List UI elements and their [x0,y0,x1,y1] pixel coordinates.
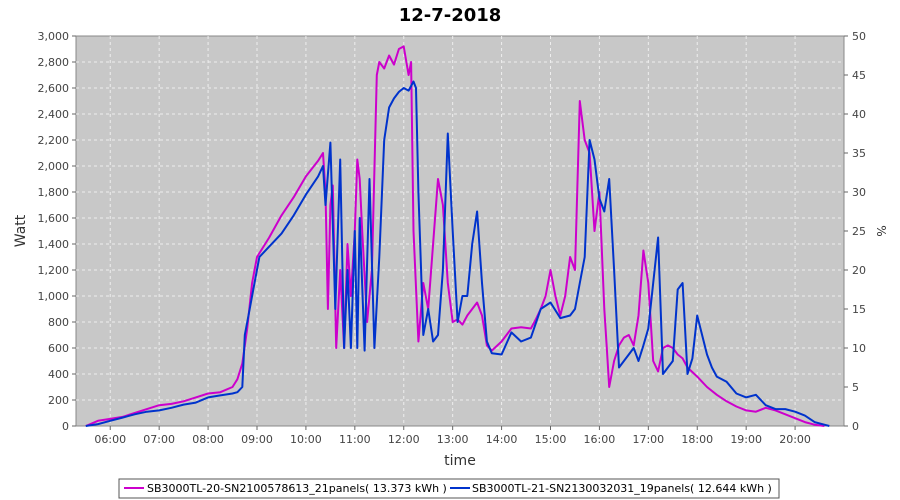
x-tick-label: 13:00 [437,433,469,446]
y-tick-label: 1,400 [38,238,70,251]
x-tick-label: 06:00 [94,433,126,446]
y-tick-label: 1,600 [38,212,70,225]
y2-tick-label: 35 [852,147,866,160]
y-tick-label: 200 [48,394,69,407]
y2-tick-label: 10 [852,342,866,355]
y-tick-label: 2,600 [38,82,70,95]
grid-lines [76,36,844,426]
x-tick-label: 16:00 [584,433,616,446]
y-tick-label: 2,800 [38,56,70,69]
y-tick-label: 0 [62,420,69,433]
x-tick-label: 10:00 [290,433,322,446]
y-tick-label: 2,400 [38,108,70,121]
y2-tick-label: 0 [852,420,859,433]
y2-tick-label: 50 [852,30,866,43]
y-axis-label: Watt [13,214,29,247]
y2-tick-label: 30 [852,186,866,199]
y-tick-label: 2,000 [38,160,70,173]
y-axis-ticks: 0 200 400 600 800 1,000 1,200 1,400 1,600 1,800 2,… [38,30,76,433]
y2-tick-label: 40 [852,108,866,121]
y2-axis-label: % [874,225,888,236]
plot-area [75,35,845,427]
y-tick-label: 2,200 [38,134,70,147]
y-tick-label: 1,000 [38,290,70,303]
x-tick-label: 12:00 [388,433,420,446]
y2-tick-label: 20 [852,264,866,277]
y2-tick-label: 5 [852,381,859,394]
legend-label-series-1: SB3000TL-20-SN2100578613_21panels( 13.37… [147,482,447,495]
x-tick-label: 11:00 [339,433,371,446]
x-axis-ticks: 06:00 07:00 08:00 09:00 10:00 11:00 12:00 13:00… [94,426,811,446]
series-line-2 [85,80,830,427]
x-tick-label: 07:00 [143,433,175,446]
y-tick-label: 600 [48,342,69,355]
y-tick-label: 800 [48,316,69,329]
y2-tick-label: 45 [852,69,866,82]
chart-title: 12-7-2018 [399,5,502,26]
x-tick-label: 18:00 [681,433,713,446]
x-tick-label: 14:00 [486,433,518,446]
y-tick-label: 400 [48,368,69,381]
y2-axis-ticks: 0 5 10 15 20 25 30 35 40 45 50 [844,30,866,433]
x-tick-label: 15:00 [535,433,567,446]
legend: SB3000TL-20-SN2100578613_21panels( 13.37… [118,478,780,499]
x-tick-label: 09:00 [241,433,273,446]
x-tick-label: 08:00 [192,433,224,446]
series-lines [85,45,830,427]
y-tick-label: 1,800 [38,186,70,199]
y2-tick-label: 25 [852,225,866,238]
y-tick-label: 1,200 [38,264,70,277]
y-tick-label: 3,000 [38,30,70,43]
y2-tick-label: 15 [852,303,866,316]
x-axis-label: time [444,453,476,469]
legend-box [118,478,780,499]
x-tick-label: 17:00 [632,433,664,446]
legend-label-series-2: SB3000TL-21-SN2130032031_19panels( 12.64… [472,482,772,495]
x-tick-label: 19:00 [730,433,762,446]
x-tick-label: 20:00 [779,433,811,446]
